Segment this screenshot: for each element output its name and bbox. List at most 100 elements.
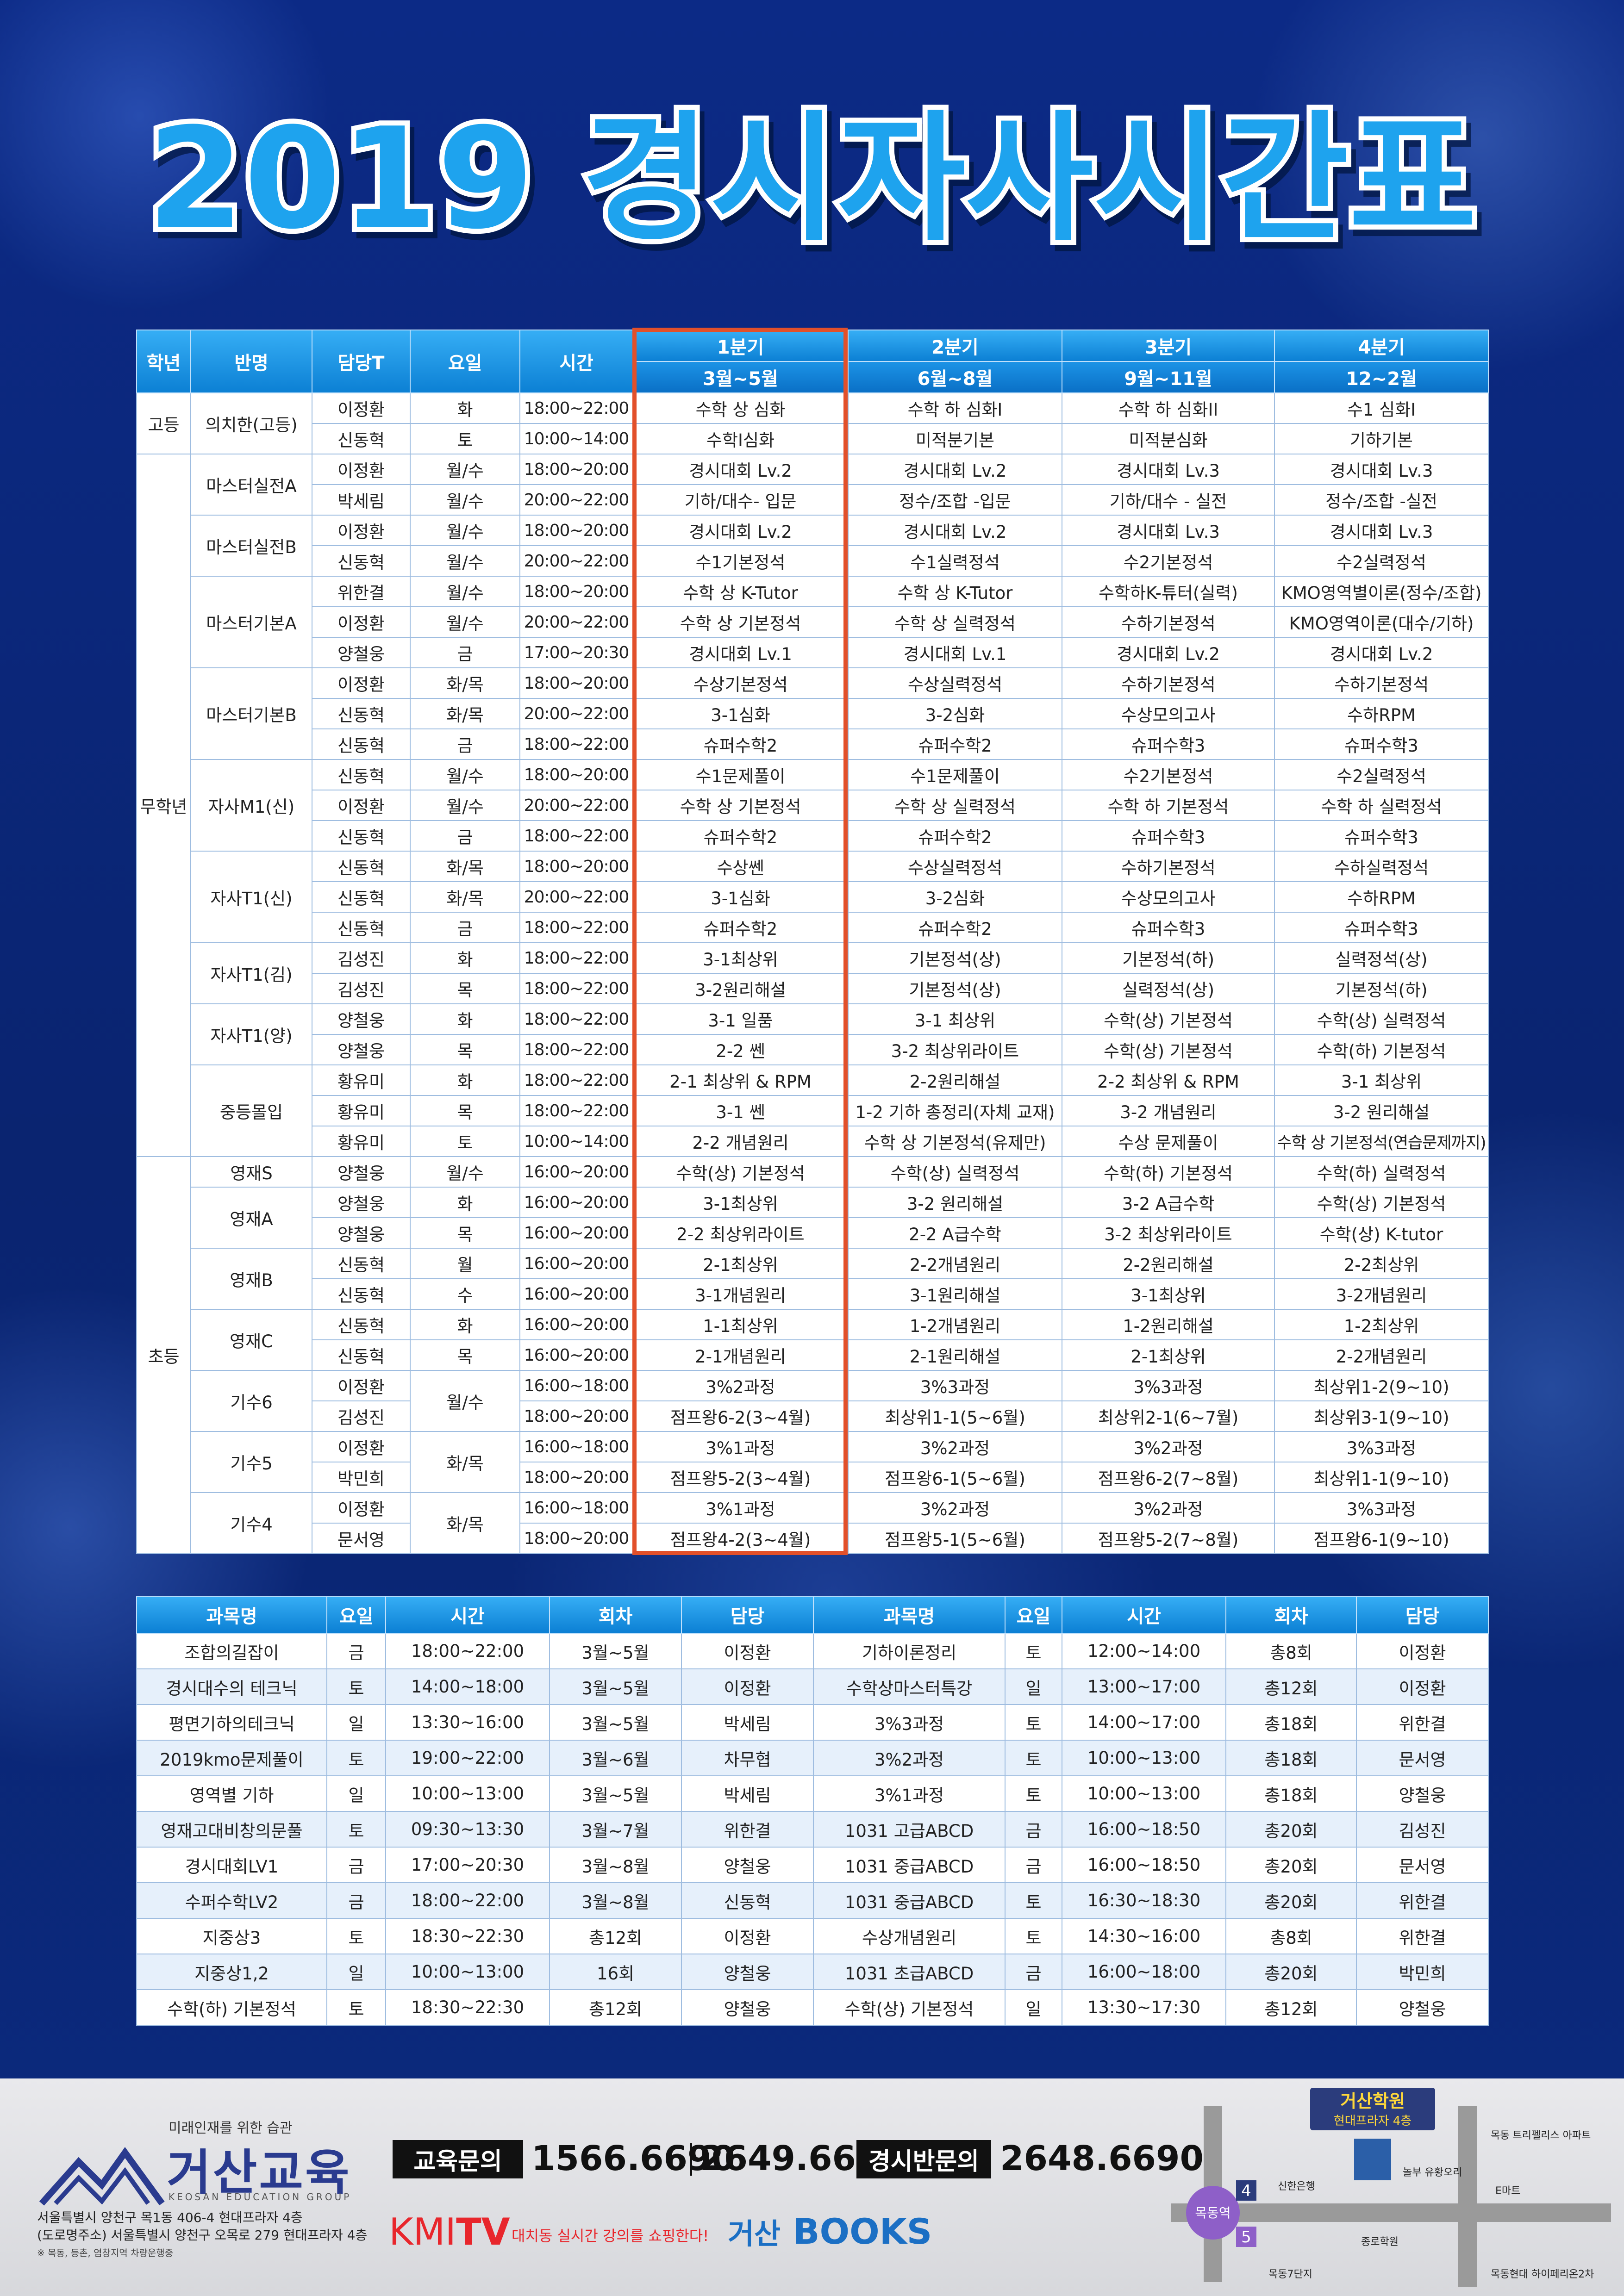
course-cell-text: 기본정석(하) [1335,980,1428,1000]
time-cell: 18:00~22:00 [519,912,633,943]
special-cell-text: 13:30~16:00 [411,1712,525,1732]
course-cell-text: 3%2과정 [920,1438,990,1458]
header-cell: 반명 [190,330,312,393]
teacher-cell: 양철웅 [312,637,411,668]
day-cell: 월/수 [410,759,520,790]
academy-box [1310,2088,1435,2130]
teacher-cell-text: 김성진 [337,950,385,970]
header-cell: 학년 [136,330,191,393]
time-cell: 20:00~22:00 [519,606,633,638]
teacher-cell: 양철웅 [312,1034,411,1065]
teacher-cell-text: 황유미 [337,1072,385,1092]
teacher-cell: 신동혁 [312,1278,411,1310]
special-cell-text: 이정환 [724,1928,771,1948]
course-cell: 경시대회 Lv.3 [1274,454,1489,485]
special-cell-text: 일 [348,1963,364,1984]
day-cell-text: 목 [457,1225,473,1244]
time-cell: 18:00~20:00 [519,851,633,882]
course-cell: 3-1개념원리 [632,1278,849,1310]
course-cell-text: 수학(하) 기본정석 [1104,1164,1233,1183]
class-cell-text: 기수5 [230,1454,273,1474]
course-cell-text: 슈퍼수학3 [1344,828,1418,847]
time-cell: 16:00~18:00 [519,1492,633,1524]
special-cell: 토 [326,1668,386,1705]
class-cell: 마스터기본A [190,576,312,668]
day-cell-text: 화/목 [446,705,484,725]
course-cell: 슈퍼수학2 [632,820,849,852]
special-cell: 3월~5월 [549,1668,682,1705]
course-cell: 슈퍼수학3 [1062,820,1275,852]
day-cell: 금 [410,728,520,760]
course-cell: 3-2개념원리 [1274,1278,1489,1310]
course-cell: 3%1과정 [632,1431,849,1462]
teacher-cell: 신동혁 [312,912,411,943]
teacher-cell-text: 문서영 [337,1530,385,1550]
schedule-row: 김성진 목 18:00~22:00 3-2원리해설 기본정석(상) 실력정석(상) 기본정석… [137,973,1489,1004]
course-cell: 1-1최상위 [632,1309,849,1340]
special-cell: 수학상마스터특강 [813,1668,1006,1705]
course-cell-text: 점프왕6-2(7~8월) [1098,1469,1239,1489]
teacher-cell-text: 신동혁 [337,553,385,572]
special-cell-text: 3월~8월 [581,1856,650,1877]
day-cell-text: 화/목 [446,1454,484,1474]
special-cell-text: 총20회 [1264,1963,1318,1984]
time-cell: 18:00~20:00 [519,1462,633,1493]
course-cell: 수상실력정석 [848,667,1062,699]
time-cell-text: 16:00~20:00 [524,1254,630,1273]
day-cell: 화/목 [410,698,520,729]
course-cell: 수학(하) 실력정석 [1274,1156,1489,1188]
class-cell-text: 영재A [230,1209,273,1229]
special-cell-text: 총12회 [1264,1999,1318,2019]
class-cell-text: 자사T1(신) [210,889,293,908]
special-cell-text: 3월~7월 [581,1821,650,1841]
time-cell-text: 18:00~22:00 [524,1040,630,1059]
course-cell: 2-2개념원리 [848,1248,1062,1279]
class-cell: 마스터실전A [190,454,312,516]
special-cell: 3%3과정 [813,1704,1006,1741]
header-row: 과목명 요일 시간 회차 담당 과목명 요일 시간 회차 담당 [136,1596,1489,1634]
course-cell-text: 1-2 기하 총정리(자체 교재) [855,1102,1055,1122]
special-cell: 16:00~18:50 [1062,1847,1226,1883]
course-cell: 수하기본정석 [1062,851,1275,882]
special-row: 지중상1,2 일 10:00~13:00 16회 양철웅 1031 초급ABCD 금 16:0… [136,1954,1489,1990]
special-cell: 2019kmo문제풀이 [136,1740,327,1776]
teacher-cell: 이정환 [312,392,411,424]
special-cell-text: 3월~5월 [581,1714,650,1734]
special-cell: 이정환 [1356,1668,1489,1705]
special-cell: 19:00~22:00 [385,1740,550,1776]
course-cell-text: 경시대회 Lv.2 [1330,644,1433,664]
time-cell-text: 16:00~20:00 [524,1284,630,1304]
special-row: 경시대회LV1 금 17:00~20:30 3월~8월 양철웅 1031 중급ABCD 금 1… [136,1847,1489,1883]
special-cell-text: 16:00~18:50 [1087,1819,1201,1839]
course-cell: 3%2과정 [632,1370,849,1401]
teacher-cell: 신동혁 [312,423,411,454]
course-cell-text: 3-2 A급수학 [1122,1194,1215,1214]
grade-cell: 고등 [136,392,191,454]
quarter-header: 3분기 [1062,330,1275,362]
class-cell: 중등몰입 [190,1064,312,1157]
course-cell-text: 수상기본정석 [693,675,788,695]
course-cell: 수하RPM [1274,698,1489,729]
teacher-cell: 이정환 [312,606,411,638]
course-cell-text: 최상위2-1(6~7월) [1098,1408,1239,1428]
course-cell: 수학 상 기본정석(유제만) [848,1126,1062,1157]
special-cell-text: 영재고대비창의문풀 [161,1821,303,1841]
special-cell: 10:00~13:00 [1062,1775,1226,1812]
special-cell-text: 신동혁 [724,1892,771,1912]
grade-cell-text: 초등 [148,1347,180,1367]
schedule-row: 고등 의치한(고등) 이정환 화 18:00~22:00 수학 상 심화 수학 하 심화I 수… [136,392,1489,454]
special-cell: 위한결 [1356,1918,1489,1954]
special-cell: 12:00~14:00 [1062,1633,1226,1669]
course-cell: 수학(상) 실력정석 [1274,1003,1489,1035]
course-cell: 3-2 원리해설 [848,1187,1062,1218]
day-cell: 월/수 [410,484,520,516]
note: ※ 목동, 등촌, 염창지역 차량운행중 [37,2247,174,2259]
special-cell: 3월~6월 [549,1740,682,1776]
course-cell: 슈퍼수학3 [1274,912,1489,943]
quarter-months: 12~2월 [1274,361,1489,393]
teacher-cell: 이정환 [312,667,411,699]
course-cell-text: 수학 상 실력정석 [894,614,1016,634]
schedule-row: 신동혁 목 16:00~20:00 2-1개념원리 2-1원리해설 2-1최상위 2-2개념… [137,1339,1489,1371]
day-cell: 화/목 [410,667,520,699]
time-cell: 16:00~20:00 [519,1217,633,1249]
